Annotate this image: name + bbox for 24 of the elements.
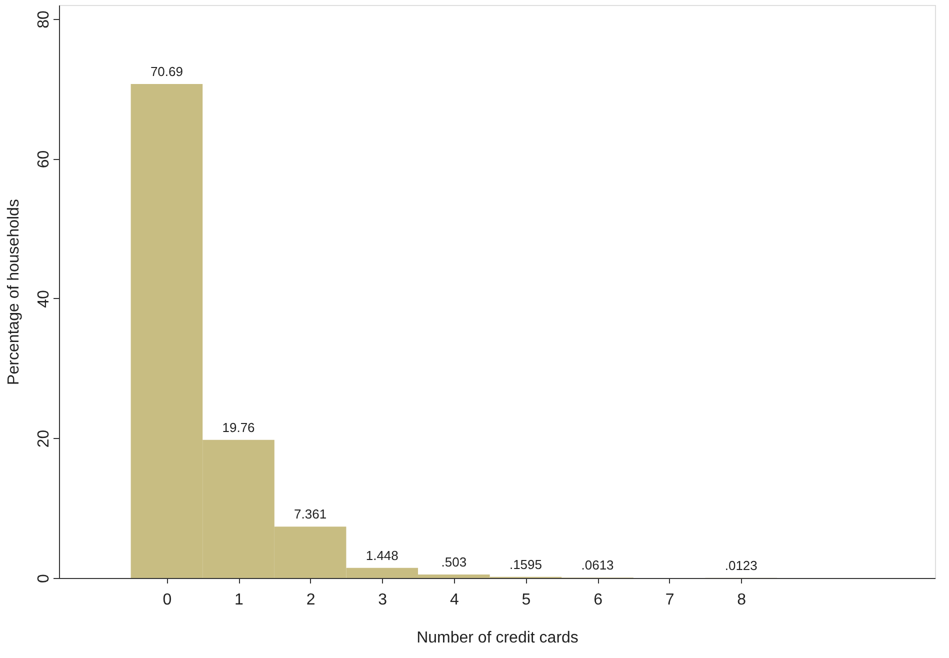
x-axis-title: Number of credit cards: [416, 630, 578, 646]
data-label: 70.69: [150, 64, 183, 80]
x-tick-label: 3: [378, 592, 388, 608]
y-tick-label: 20: [36, 430, 52, 448]
x-tick-label: 6: [594, 592, 603, 608]
y-tick-label: 80: [36, 10, 52, 28]
data-label: .0123: [724, 558, 758, 573]
x-tick-label: 2: [306, 592, 316, 608]
data-label: .0613: [581, 558, 614, 573]
x-tick-label: 0: [162, 592, 172, 608]
x-tick-label: 4: [450, 592, 459, 608]
x-tick-label: 8: [737, 592, 746, 608]
y-tick-label: 0: [36, 574, 52, 583]
y-tick-label: 40: [36, 290, 52, 308]
data-label: .1595: [509, 556, 542, 572]
data-label: 1.448: [366, 548, 398, 563]
y-tick-label: 60: [36, 150, 52, 168]
data-label: .503: [441, 554, 467, 570]
y-axis-title: Percentage of households: [6, 199, 22, 385]
x-tick-label: 7: [665, 592, 674, 608]
x-tick-label: 1: [234, 592, 244, 608]
data-label: 19.76: [222, 420, 255, 435]
data-label: 7.361: [294, 506, 327, 522]
x-tick-label: 5: [522, 592, 531, 608]
